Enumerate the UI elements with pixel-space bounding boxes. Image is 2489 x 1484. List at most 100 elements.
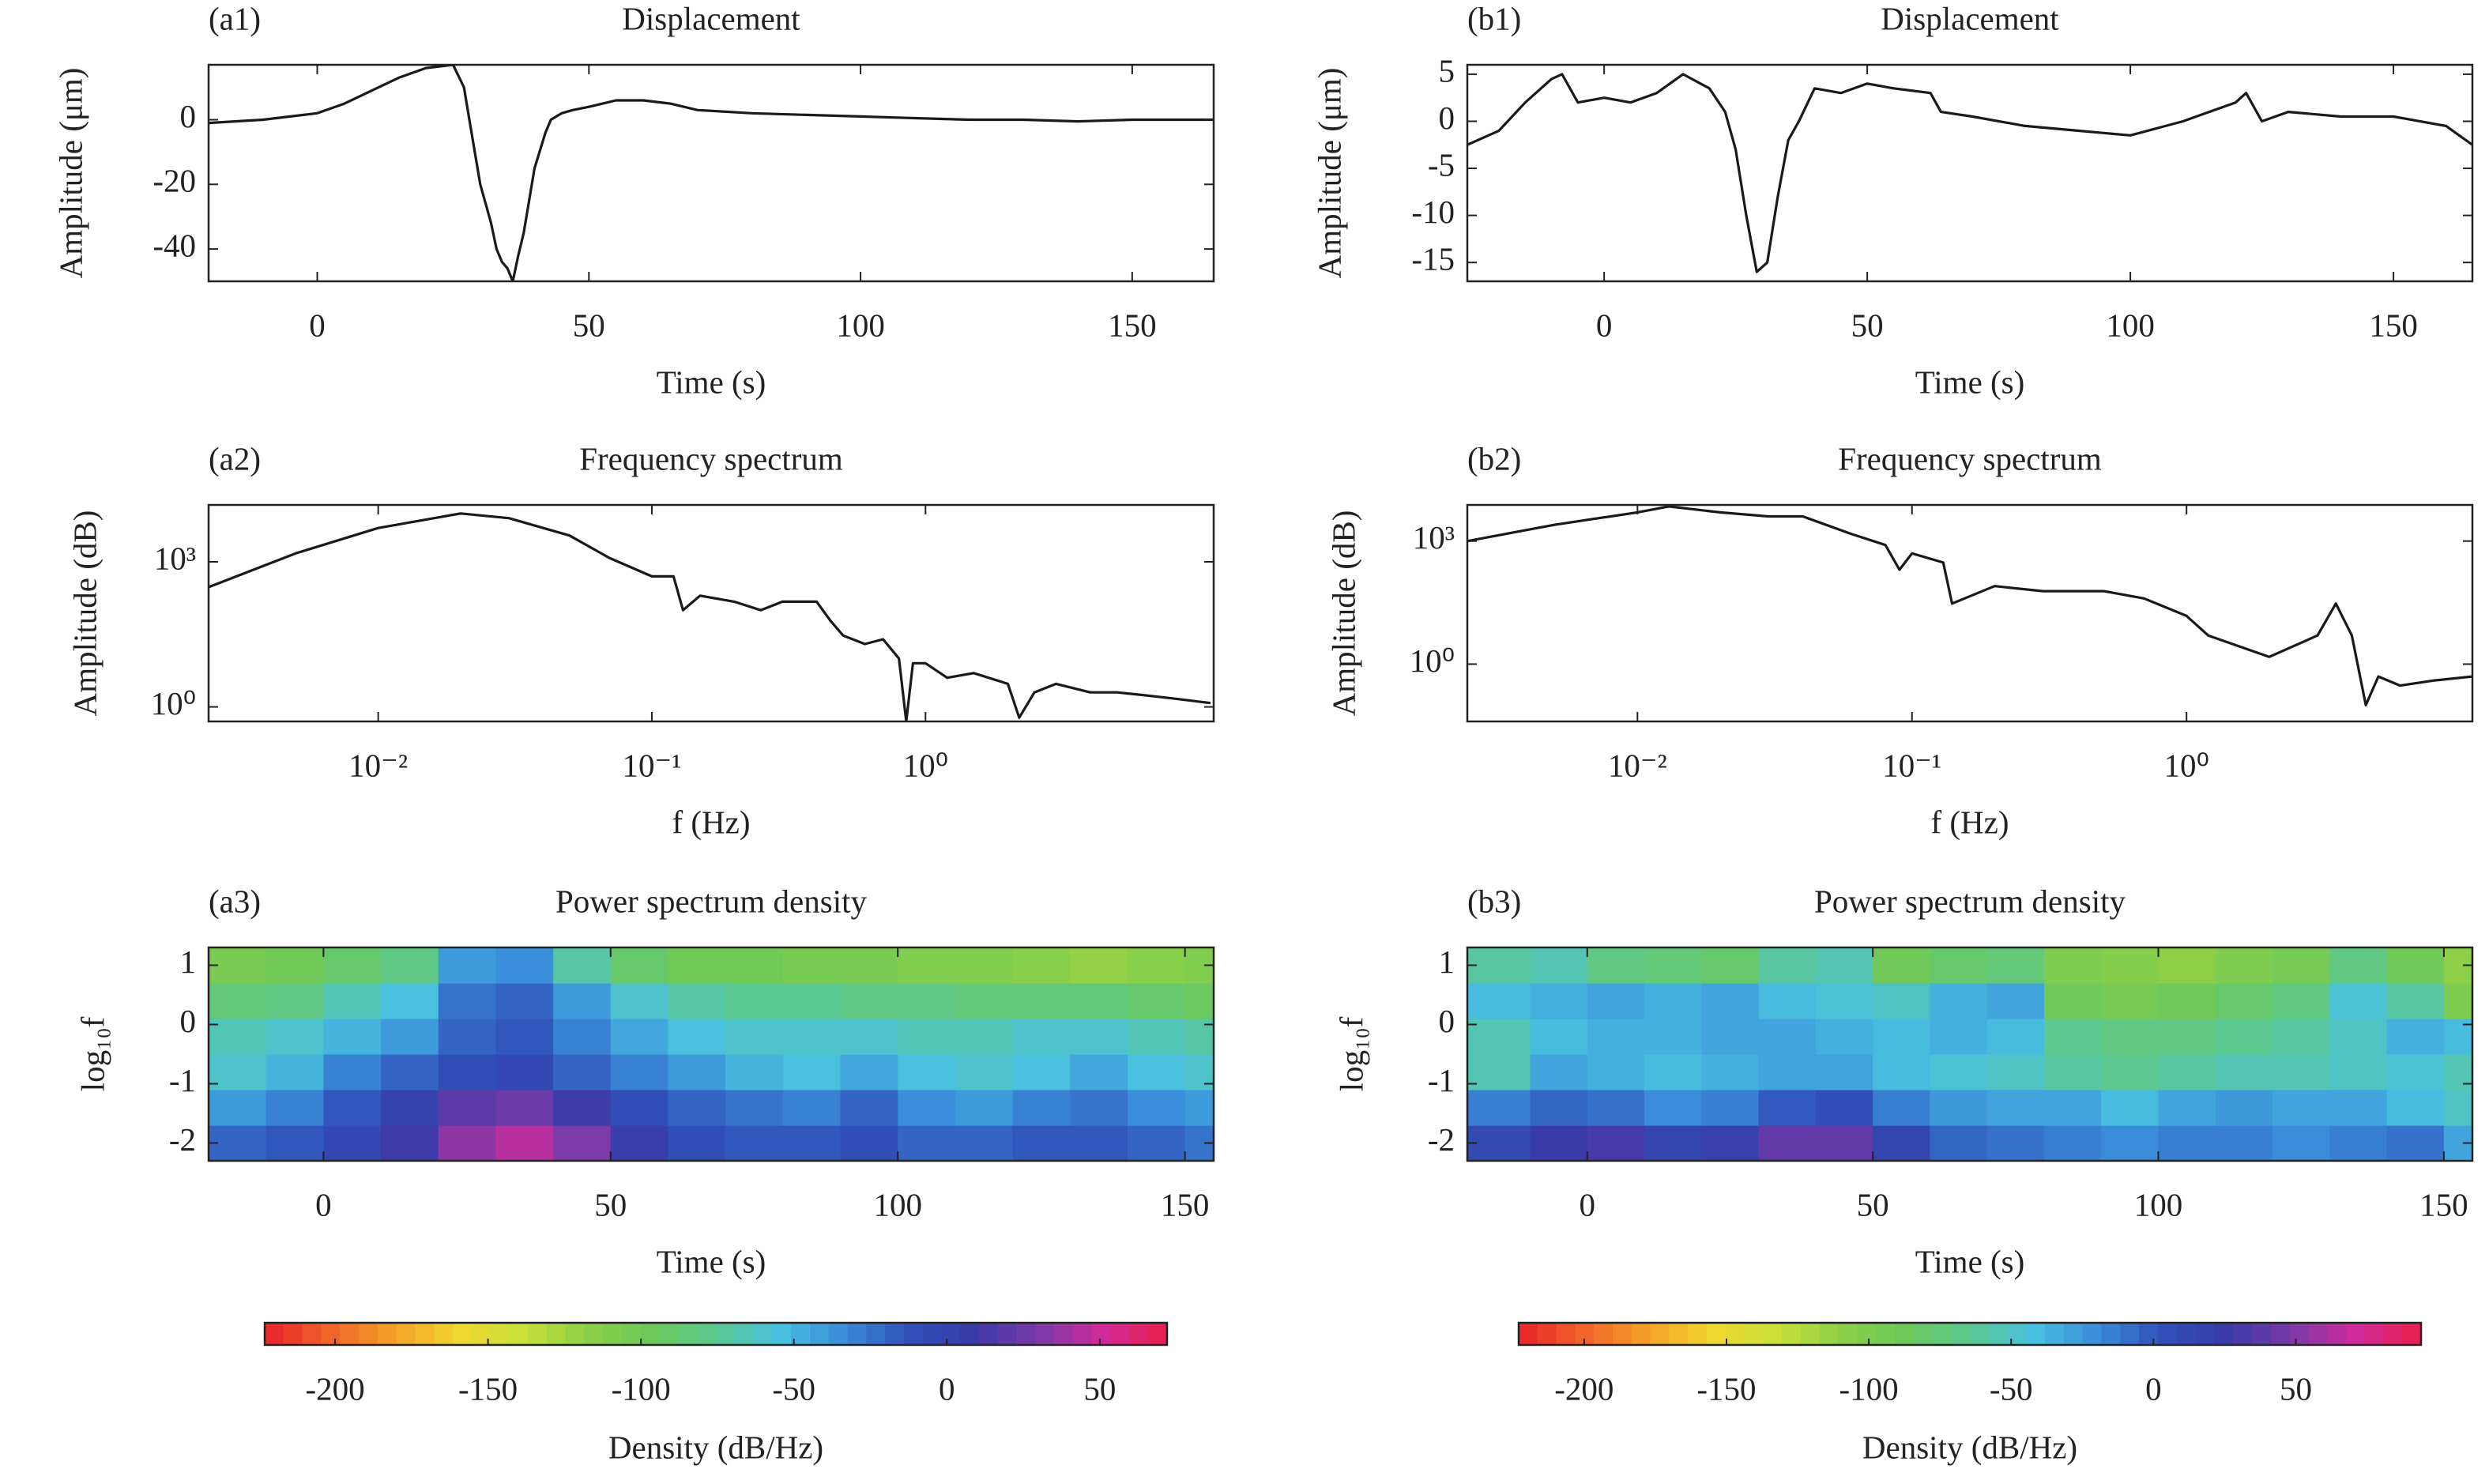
colorbar-segment — [509, 1323, 529, 1345]
heatmap-cell — [2272, 1054, 2330, 1090]
colorbar-segment — [659, 1323, 680, 1345]
y-tick-label: 1 — [180, 944, 197, 980]
heatmap-cell — [1986, 947, 2045, 984]
colorbar-segment — [546, 1323, 567, 1345]
heatmap-cell — [2329, 1125, 2388, 1161]
heatmap-cell — [725, 1125, 784, 1161]
heatmap-cell — [2272, 1125, 2330, 1161]
heatmap-cell — [1127, 947, 1186, 984]
colorbar-segment — [2082, 1323, 2103, 1345]
heatmap-cell — [1587, 1054, 1645, 1090]
colorbar-segment — [2139, 1323, 2159, 1345]
heatmap-cell — [2215, 1019, 2273, 1055]
heatmap-cell — [1986, 983, 2045, 1019]
y-tick-label: 0 — [1439, 1003, 1455, 1039]
heatmap-cell — [1986, 1019, 2045, 1055]
colorbar-segment — [2176, 1323, 2197, 1345]
colorbar-segment — [1800, 1323, 1821, 1345]
heatmap-cell — [1644, 1054, 1702, 1090]
colorbar-segment — [2364, 1323, 2385, 1345]
y-tick-label: -2 — [1428, 1121, 1455, 1158]
heatmap-cell — [323, 983, 382, 1019]
heatmap-cell — [1587, 1125, 1645, 1161]
heatmap-cell — [610, 1019, 669, 1055]
heatmap-cell — [1873, 1019, 1931, 1055]
heatmap-cell — [1930, 1090, 1988, 1126]
heatmap-cell — [209, 983, 267, 1019]
heatmap-cell — [1758, 1090, 1817, 1126]
colorbar-segment — [584, 1323, 604, 1345]
heatmap-cell — [381, 983, 439, 1019]
colorbar-segment — [847, 1323, 867, 1345]
colorbar-segment — [2233, 1323, 2253, 1345]
heatmap-cell — [1587, 947, 1645, 984]
y-tick-label: 10⁰ — [1410, 642, 1455, 679]
heatmap-cell — [782, 1125, 842, 1161]
colorbar-segment — [866, 1323, 886, 1345]
colorbar-segment — [1035, 1323, 1055, 1345]
heatmap-cell — [1012, 1054, 1071, 1090]
y-tick-label: 0 — [1439, 100, 1455, 136]
colorbar-segment — [1612, 1323, 1632, 1345]
heatmap-cell — [2329, 1019, 2388, 1055]
heatmap-cell — [1530, 983, 1588, 1019]
x-tick-label: 100 — [873, 1186, 922, 1222]
heatmap-cell — [1530, 1125, 1588, 1161]
heatmap-cell — [2043, 1090, 2102, 1126]
heatmap-cell — [840, 1019, 898, 1055]
heatmap-cell — [1644, 947, 1702, 984]
y-tick-label: -2 — [169, 1121, 196, 1158]
heatmap-cell — [1815, 1054, 1873, 1090]
colorbar-segment — [2045, 1323, 2065, 1345]
colorbar-segment — [941, 1323, 961, 1345]
heatmap-cell — [2101, 947, 2160, 984]
colorbar-segment — [828, 1323, 849, 1345]
colorbar-tick-label: -50 — [1990, 1370, 2033, 1407]
heatmap-cell — [265, 947, 324, 984]
panel-label: (a3) — [209, 883, 261, 919]
heatmap-cell — [2101, 1090, 2160, 1126]
colorbar-segment — [1091, 1323, 1112, 1345]
colorbar-segment — [1857, 1323, 1877, 1345]
heatmap-cell — [2272, 947, 2330, 984]
heatmap-cell — [1184, 1054, 1214, 1090]
panel-label: (b1) — [1467, 0, 1521, 36]
colorbar-segment — [1519, 1323, 1538, 1345]
heatmap-cell — [2043, 1019, 2102, 1055]
colorbar-segment — [2402, 1323, 2422, 1345]
heatmap-cell — [553, 1125, 612, 1161]
x-tick-label: 100 — [2106, 307, 2155, 343]
colorbar-segment — [1669, 1323, 1689, 1345]
heatmap-cell — [1467, 1090, 1531, 1126]
heatmap-cell — [1127, 1019, 1186, 1055]
y-tick-label: -10 — [1411, 194, 1455, 230]
x-tick-label: 10⁻² — [348, 747, 408, 783]
heatmap-cell — [1530, 947, 1588, 984]
heatmap-cell — [1587, 983, 1645, 1019]
colorbar-segment — [1763, 1323, 1783, 1345]
heatmap-cell — [1070, 1054, 1128, 1090]
heatmap-cell — [209, 1125, 267, 1161]
y-tick-label: -15 — [1411, 241, 1455, 277]
heatmap-cell — [2158, 983, 2216, 1019]
colorbar-segment — [997, 1323, 1018, 1345]
colorbar-segment — [2251, 1323, 2272, 1345]
heatmap-cell — [668, 983, 726, 1019]
heatmap-cell — [1930, 1125, 1988, 1161]
heatmap-cell — [1758, 1054, 1817, 1090]
heatmap-cell — [2272, 1019, 2330, 1055]
colorbar-segment — [452, 1323, 473, 1345]
heatmap-cell — [782, 1054, 842, 1090]
heatmap-cell — [2386, 947, 2445, 984]
heatmap-cell — [2272, 1090, 2330, 1126]
heatmap-cell — [1930, 1054, 1988, 1090]
heatmap-cell — [1070, 1125, 1128, 1161]
heatmap-cell — [898, 1090, 956, 1126]
heatmap-cell — [610, 1054, 669, 1090]
colorbar-tick-label: -100 — [612, 1370, 671, 1407]
heatmap-cell — [782, 983, 842, 1019]
heatmap-cell — [2443, 983, 2472, 1019]
heatmap-cell — [265, 983, 324, 1019]
heatmap-cell — [1701, 1090, 1760, 1126]
